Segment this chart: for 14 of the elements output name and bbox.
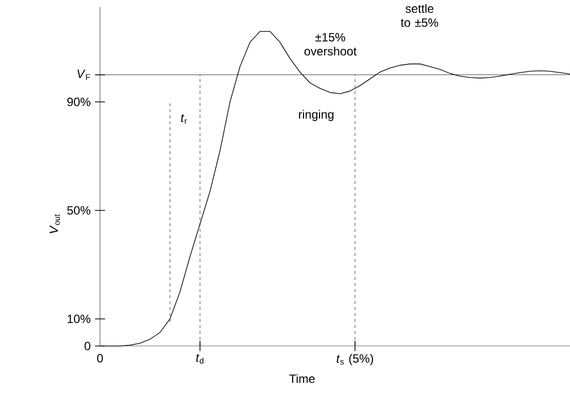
y-axis-title: V$_{out}$ — [50, 214, 60, 234]
y-tick-label: 10% — [68, 314, 90, 324]
annotation: settle to ±5% — [400, 4, 438, 27]
y-tick-label: 90% — [67, 98, 90, 106]
annotation: t$_{r}$ — [181, 114, 187, 124]
text: 0 — [97, 354, 103, 362]
text: t$_{d}$ — [196, 354, 204, 364]
text: t$_{s}$ (5%) — [336, 354, 374, 366]
y-tick-label: 50% — [67, 206, 90, 215]
y-tick-label: 0 — [84, 342, 90, 350]
annotation: ringing — [298, 110, 334, 122]
annotation: ±15% overshoot — [304, 33, 357, 56]
x-axis-title: Time — [289, 374, 315, 383]
y-tick-label: V$_{F}$ — [78, 70, 90, 80]
